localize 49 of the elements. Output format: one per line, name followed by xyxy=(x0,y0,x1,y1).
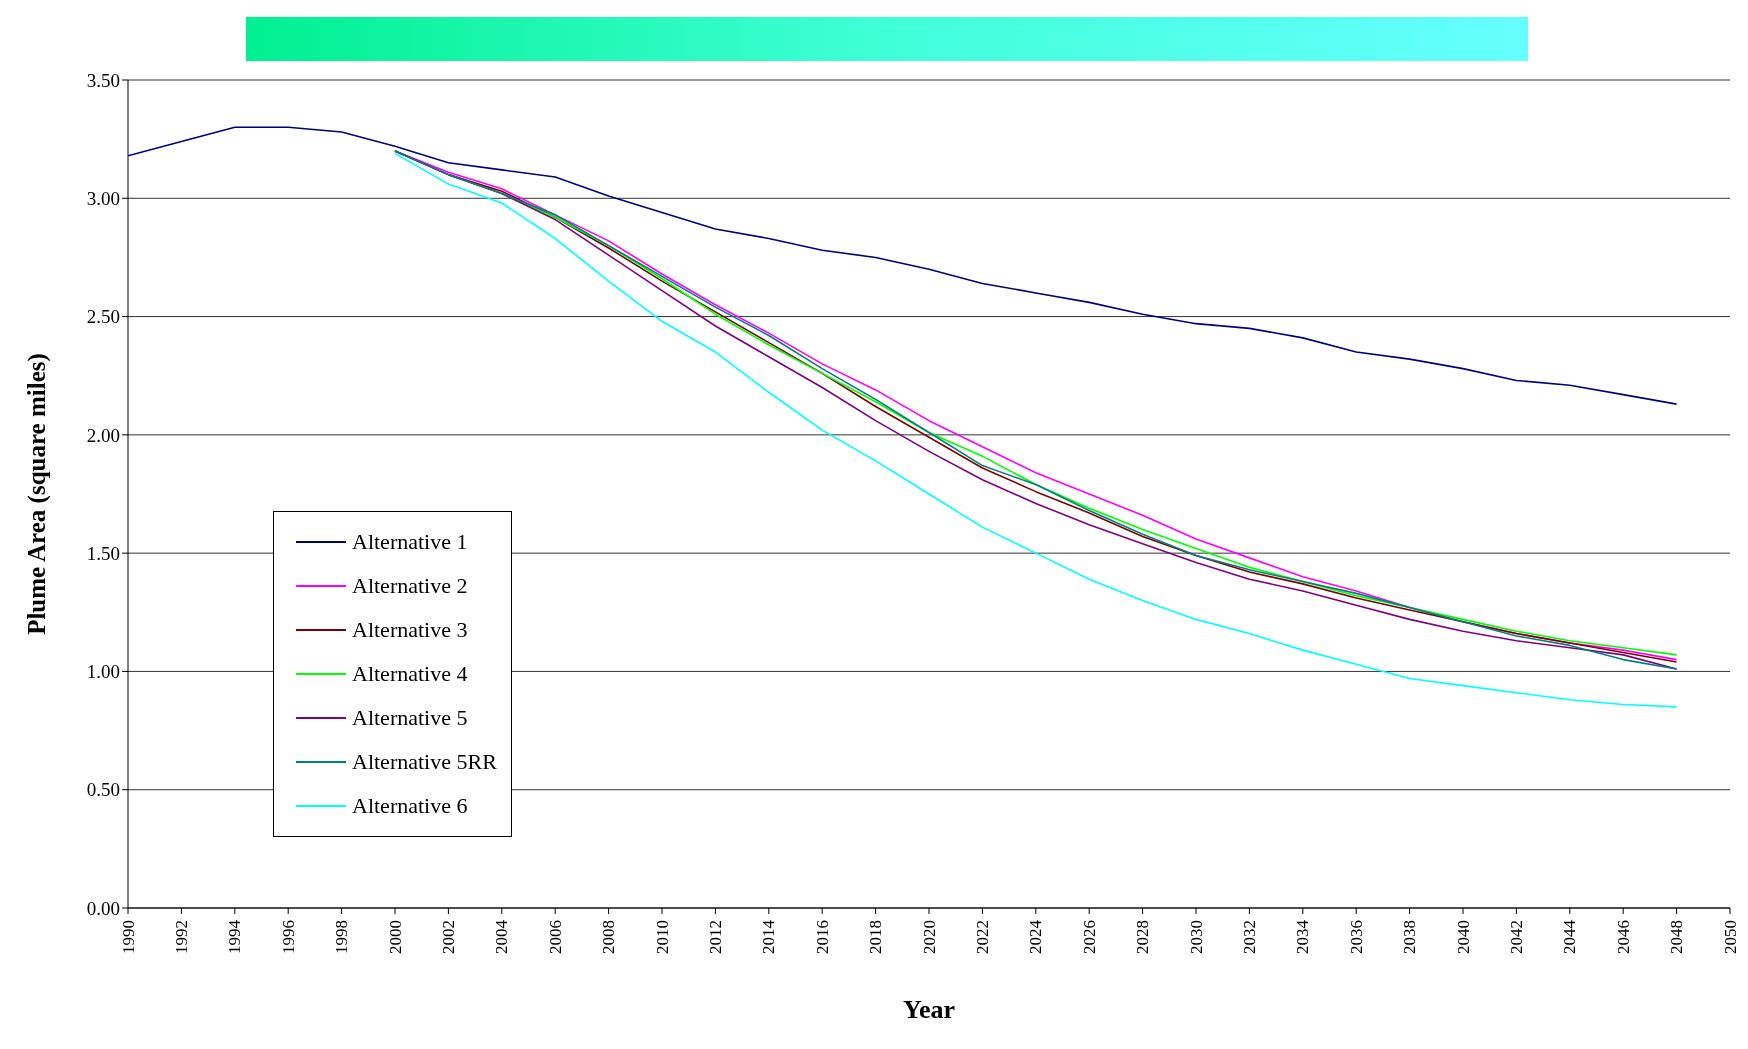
y-tick-label: 0.50 xyxy=(86,779,120,801)
x-tick-label: 2034 xyxy=(1293,919,1313,954)
x-tick-label: 2028 xyxy=(1133,920,1153,954)
legend-label: Alternative 5RR xyxy=(352,749,497,775)
x-tick-label: 2010 xyxy=(652,920,672,954)
x-tick-label: 2024 xyxy=(1026,919,1046,954)
x-tick-label: 2004 xyxy=(492,919,512,954)
x-tick-label: 1994 xyxy=(225,919,245,954)
x-tick-label: 2038 xyxy=(1400,920,1420,954)
x-tick-label: 1998 xyxy=(332,920,352,954)
legend-label: Alternative 5 xyxy=(352,705,468,731)
x-tick-label: 2016 xyxy=(812,920,832,954)
x-tick-label: 2000 xyxy=(385,920,405,954)
y-tick-label: 0.00 xyxy=(86,897,120,919)
x-tick-label: 2036 xyxy=(1346,920,1366,954)
x-tick-label: 2002 xyxy=(438,920,458,954)
legend-label: Alternative 3 xyxy=(352,617,468,643)
x-tick-label: 2030 xyxy=(1186,920,1206,954)
x-tick-label: 2020 xyxy=(919,920,939,954)
x-tick-label: 2026 xyxy=(1079,920,1099,954)
y-tick-label: 2.50 xyxy=(86,306,120,328)
x-tick-label: 2044 xyxy=(1560,919,1580,954)
x-tick-label: 2018 xyxy=(866,920,886,954)
y-tick-label: 3.50 xyxy=(86,69,120,91)
y-tick-label: 1.50 xyxy=(86,542,120,564)
x-tick-label: 1990 xyxy=(118,920,138,954)
legend-label: Alternative 6 xyxy=(352,793,468,819)
legend-label: Alternative 4 xyxy=(352,661,468,687)
x-tick-label: 2040 xyxy=(1453,920,1473,954)
legend-label: Alternative 1 xyxy=(352,529,468,555)
x-tick-label: 2032 xyxy=(1239,920,1259,954)
y-tick-label: 3.00 xyxy=(86,188,120,210)
x-tick-label: 2008 xyxy=(599,920,619,954)
line-series xyxy=(128,126,1678,405)
x-tick-label: 1996 xyxy=(278,920,298,954)
x-tick-label: 2050 xyxy=(1720,920,1740,954)
x-tick-label: 2014 xyxy=(759,919,779,954)
x-tick-label: 2022 xyxy=(972,920,992,954)
legend-label: Alternative 2 xyxy=(352,573,468,599)
x-tick-label: 2048 xyxy=(1667,920,1687,954)
x-tick-label: 1992 xyxy=(171,920,191,954)
x-tick-label: 2046 xyxy=(1613,920,1633,954)
y-tick-label: 1.00 xyxy=(86,661,120,683)
x-tick-label: 2006 xyxy=(545,920,565,954)
x-tick-label: 2042 xyxy=(1506,920,1526,954)
y-tick-label: 2.00 xyxy=(86,424,120,446)
x-axis-title: Year xyxy=(903,995,955,1024)
x-tick-label: 2012 xyxy=(705,920,725,954)
y-axis-title: Plume Area (square miles) xyxy=(22,353,51,635)
